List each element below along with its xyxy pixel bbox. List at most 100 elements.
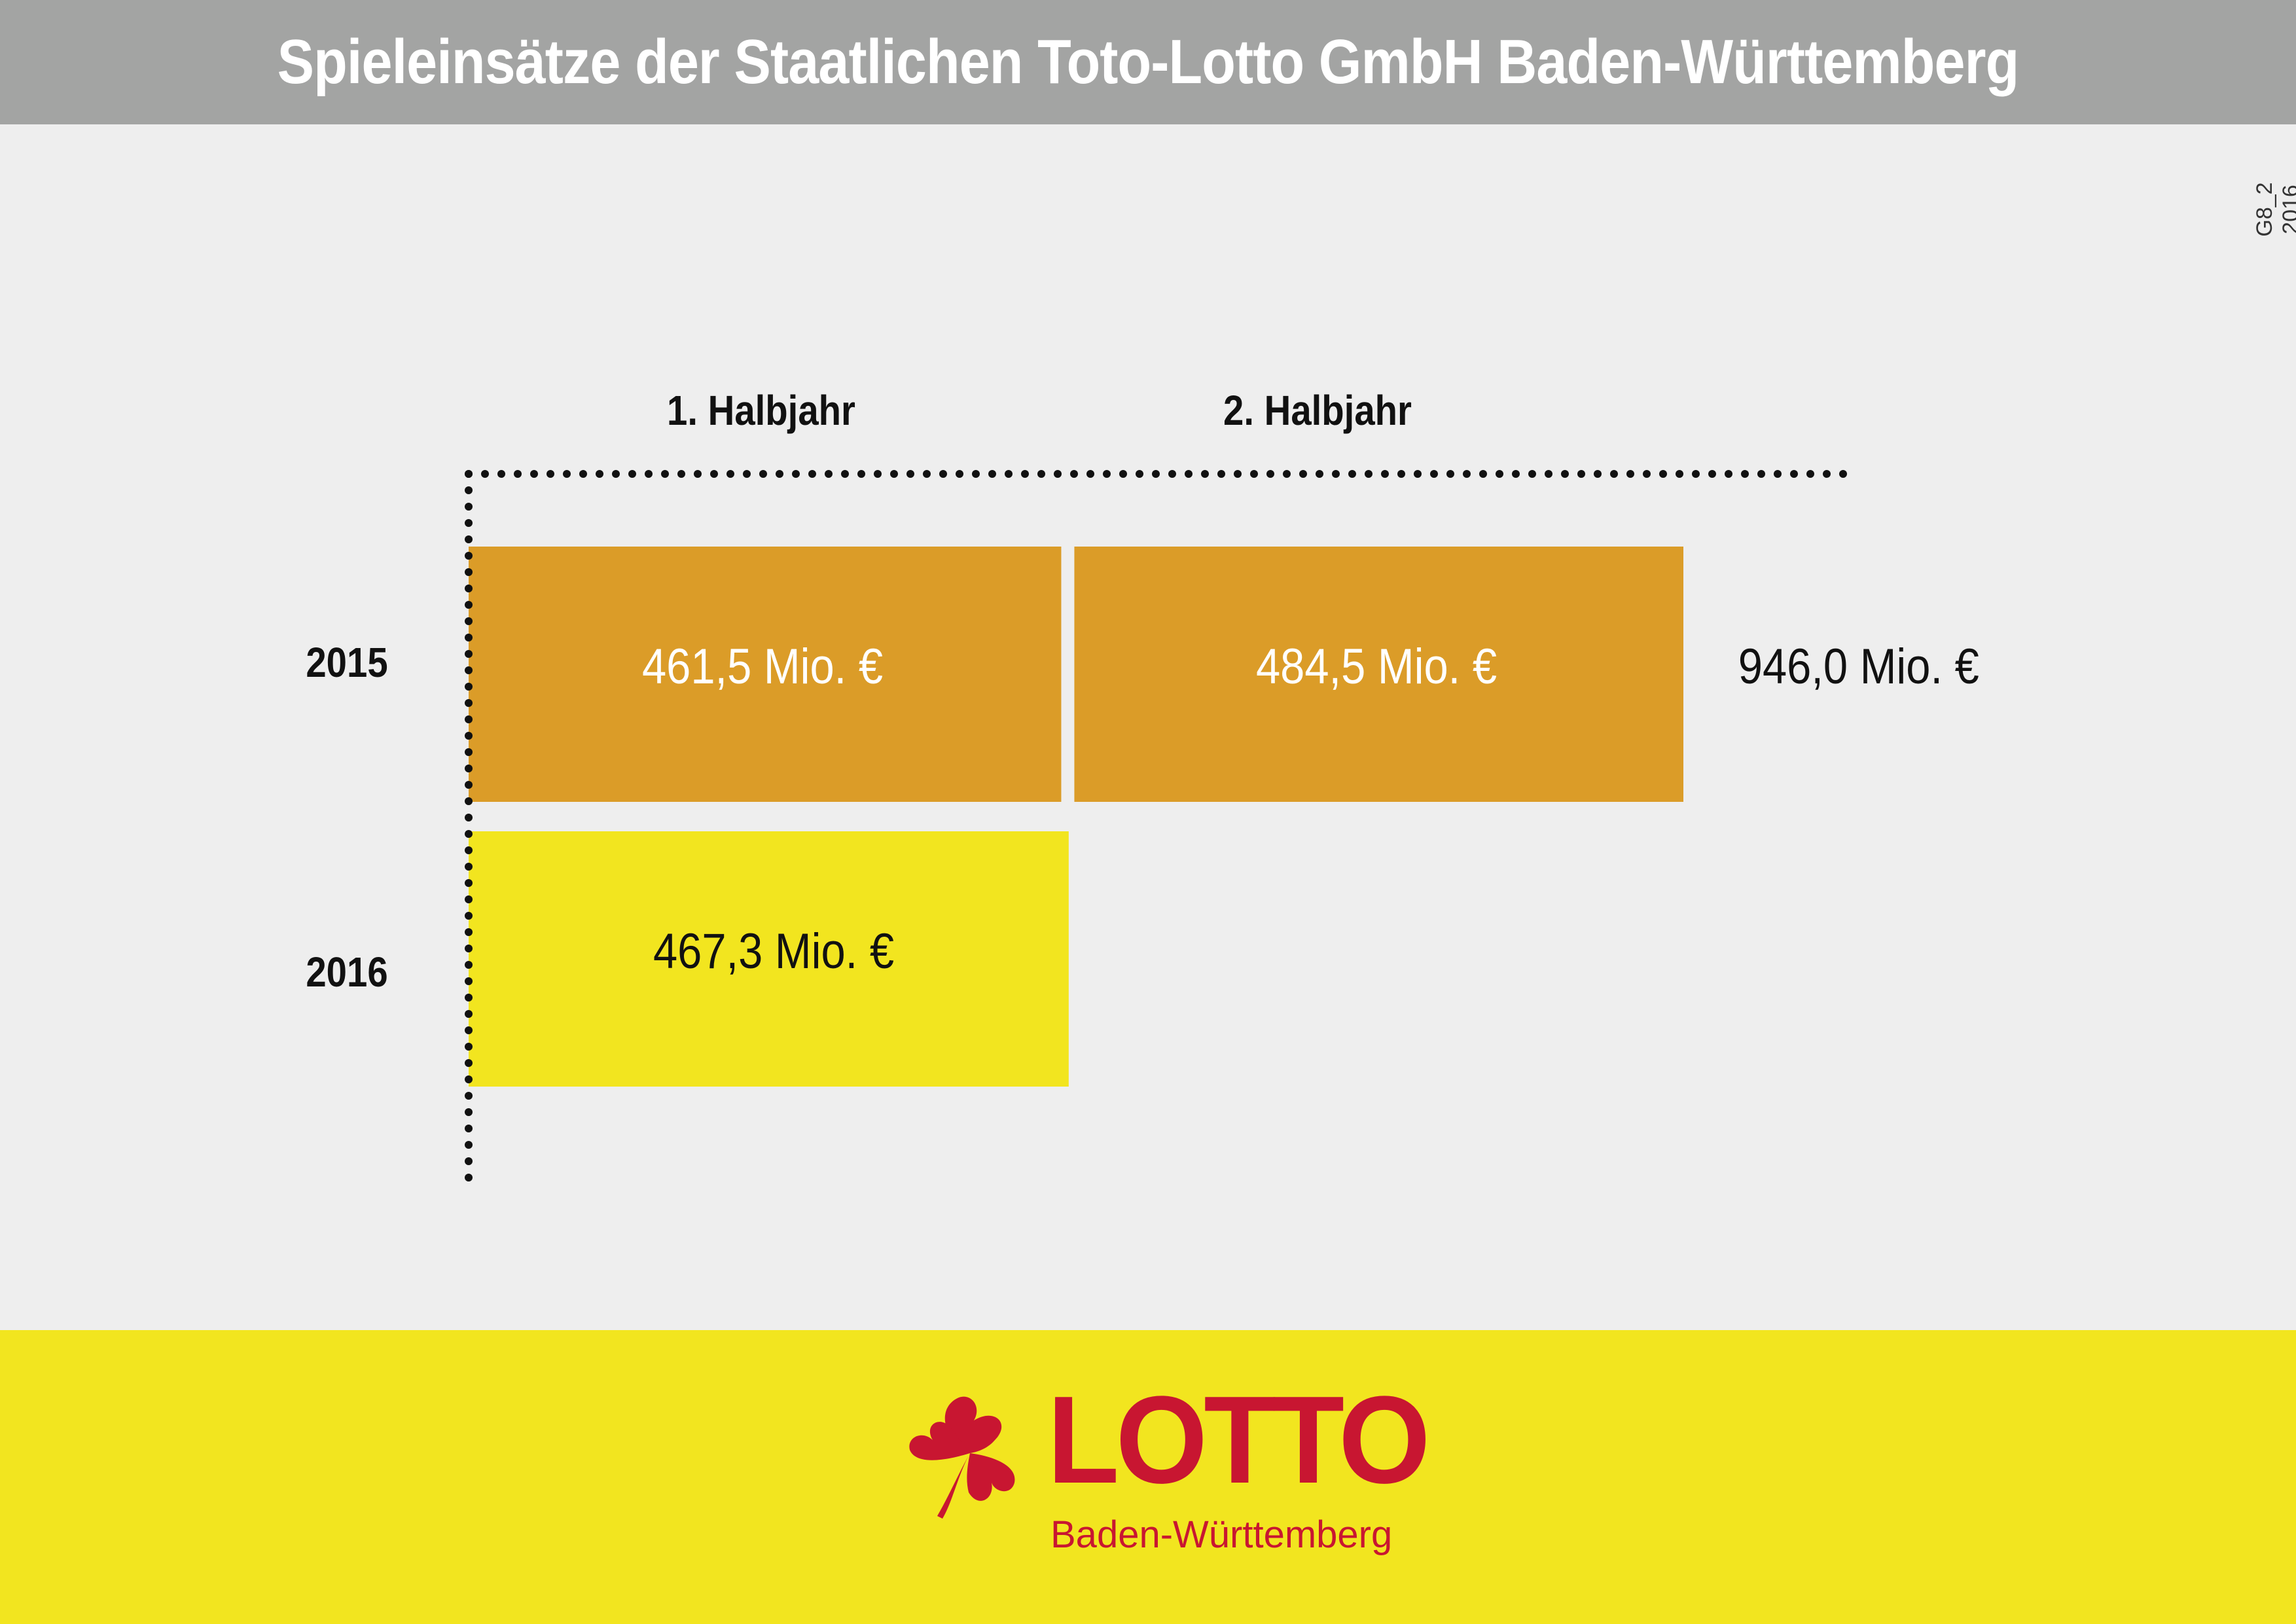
- axis-dot: [1217, 470, 1225, 478]
- axis-dot: [694, 470, 702, 478]
- axis-dot: [465, 977, 473, 985]
- axis-dot: [1381, 470, 1389, 478]
- axis-dot: [1283, 470, 1291, 478]
- axis-dot: [743, 470, 751, 478]
- axis-dot: [1332, 470, 1340, 478]
- axis-dot: [825, 470, 833, 478]
- axis-dot: [1266, 470, 1274, 478]
- axis-dot: [1659, 470, 1667, 478]
- axis-dot: [956, 470, 963, 478]
- axis-dot: [514, 470, 522, 478]
- axis-dot: [1037, 470, 1045, 478]
- total-label-2015: 946,0 Mio. €: [1738, 639, 1979, 695]
- axis-dot: [923, 470, 931, 478]
- clover-icon: [909, 1396, 1015, 1519]
- axis-dot: [465, 748, 473, 756]
- axis-dot: [465, 1174, 473, 1182]
- column-header-1: 1. Halbjahr: [667, 387, 855, 434]
- bar-2015-h1: [469, 547, 1062, 802]
- axis-dot: [465, 1157, 473, 1165]
- axis-dot: [1430, 470, 1438, 478]
- axis-dot: [1561, 470, 1569, 478]
- bar-2016-h1: [469, 831, 1069, 1087]
- axis-dot: [465, 846, 473, 854]
- axis-dot: [1446, 470, 1454, 478]
- axis-dot: [465, 1026, 473, 1034]
- axis-dot: [1168, 470, 1176, 478]
- axis-dot: [874, 470, 882, 478]
- axis-dot: [1790, 470, 1798, 478]
- axis-dot: [579, 470, 587, 478]
- axis-dot: [465, 732, 473, 740]
- axis-dot: [1594, 470, 1602, 478]
- row-label-2016: 2016: [306, 948, 388, 996]
- footer-bar: [0, 1330, 2296, 1624]
- axis-dot: [1708, 470, 1716, 478]
- axis-dot: [726, 470, 734, 478]
- axis-dot: [465, 1141, 473, 1149]
- axis-dot: [1676, 470, 1683, 478]
- axis-dot: [465, 519, 473, 527]
- axis-dot: [1741, 470, 1749, 478]
- axis-dot: [988, 470, 996, 478]
- axis-dot: [465, 994, 473, 1001]
- axis-dot: [465, 486, 473, 494]
- axis-dot: [1839, 470, 1847, 478]
- axis-dot: [1250, 470, 1258, 478]
- axis-dot: [465, 781, 473, 789]
- axis-dot: [465, 585, 473, 592]
- axis-dot: [465, 1059, 473, 1067]
- brand-logo-text: LOTTO: [1047, 1371, 1431, 1509]
- axis-dot: [1692, 470, 1700, 478]
- axis-dot: [1577, 470, 1585, 478]
- axis-dot: [1643, 470, 1651, 478]
- axis-dot: [465, 1092, 473, 1100]
- axis-dot: [776, 470, 783, 478]
- axis-dot: [465, 945, 473, 952]
- axis-dot: [612, 470, 620, 478]
- header-bar: Spieleinsätze der Staatlichen Toto-Lotto…: [0, 0, 2296, 124]
- axis-dot: [1365, 470, 1372, 478]
- bar-label-2015-h1: 461,5 Mio. €: [641, 639, 884, 695]
- axis-dot: [530, 470, 538, 478]
- axis-dot: [939, 470, 947, 478]
- axis-dot: [465, 650, 473, 658]
- axis-dot: [465, 814, 473, 821]
- axis-dot: [1725, 470, 1732, 478]
- axis-dot: [906, 470, 914, 478]
- brand-logo-subtitle: Baden-Württemberg: [1050, 1513, 1393, 1556]
- axis-dot: [465, 765, 473, 772]
- axis-dot: [1054, 470, 1062, 478]
- axis-dot: [1316, 470, 1323, 478]
- axis-dot: [1234, 470, 1242, 478]
- axis-dot: [1528, 470, 1536, 478]
- axis-dot: [1806, 470, 1814, 478]
- axis-dot: [677, 470, 685, 478]
- axis-dot: [465, 470, 473, 478]
- axis-dot: [481, 470, 489, 478]
- axis-dot: [1152, 470, 1160, 478]
- axis-dot: [1512, 470, 1520, 478]
- axis-dot: [465, 634, 473, 641]
- axis-dot: [1348, 470, 1356, 478]
- axis-dot: [596, 470, 603, 478]
- axis-dot: [563, 470, 571, 478]
- axis-dot: [1086, 470, 1094, 478]
- axis-dot: [497, 470, 505, 478]
- axis-dot: [465, 1075, 473, 1083]
- axis-dot: [710, 470, 718, 478]
- axis-dot: [465, 601, 473, 609]
- axis-dot: [1201, 470, 1209, 478]
- axis-dot: [1414, 470, 1422, 478]
- bar-2015-h2: [1074, 547, 1683, 802]
- axis-dot: [465, 683, 473, 691]
- axis-dot: [1545, 470, 1552, 478]
- axis-dot: [1397, 470, 1405, 478]
- axis-dot: [465, 797, 473, 805]
- axis-dot: [465, 863, 473, 871]
- bar-label-2016-h1: 467,3 Mio. €: [653, 924, 895, 979]
- axis-dot: [465, 912, 473, 920]
- axis-dot: [547, 470, 554, 478]
- axis-dot: [465, 699, 473, 707]
